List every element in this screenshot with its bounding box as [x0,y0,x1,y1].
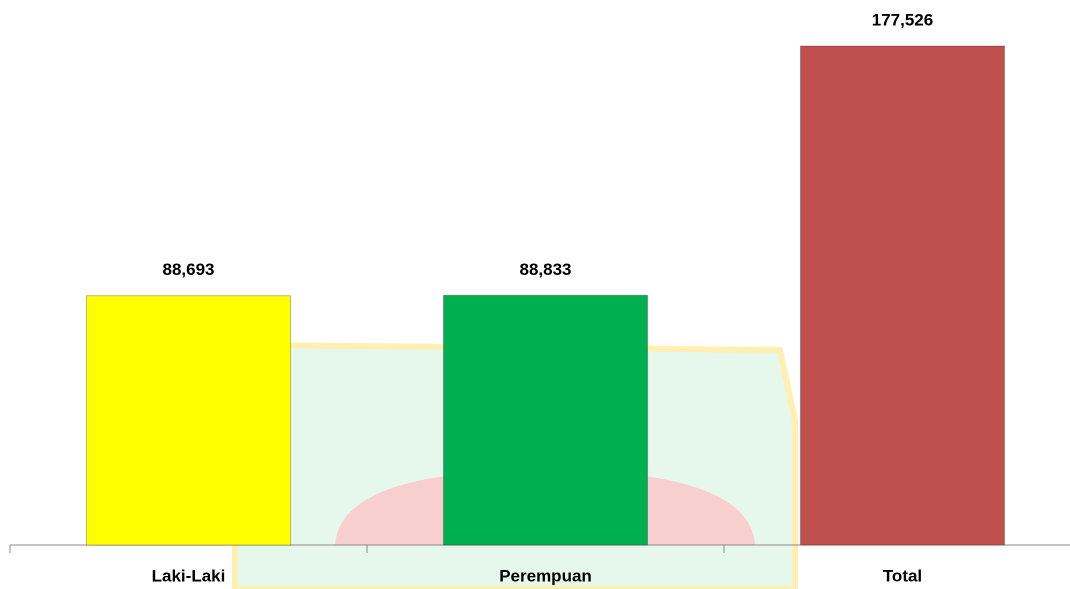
x-tick-label: Total [883,566,922,585]
x-tick-label: Perempuan [499,566,592,585]
bar [800,45,1005,546]
bar [86,295,291,546]
x-tick-label: Laki-Laki [152,566,226,585]
data-label: 177,526 [872,10,933,29]
bar [443,294,648,546]
data-label: 88,693 [163,260,215,279]
data-label: 88,833 [520,260,572,279]
